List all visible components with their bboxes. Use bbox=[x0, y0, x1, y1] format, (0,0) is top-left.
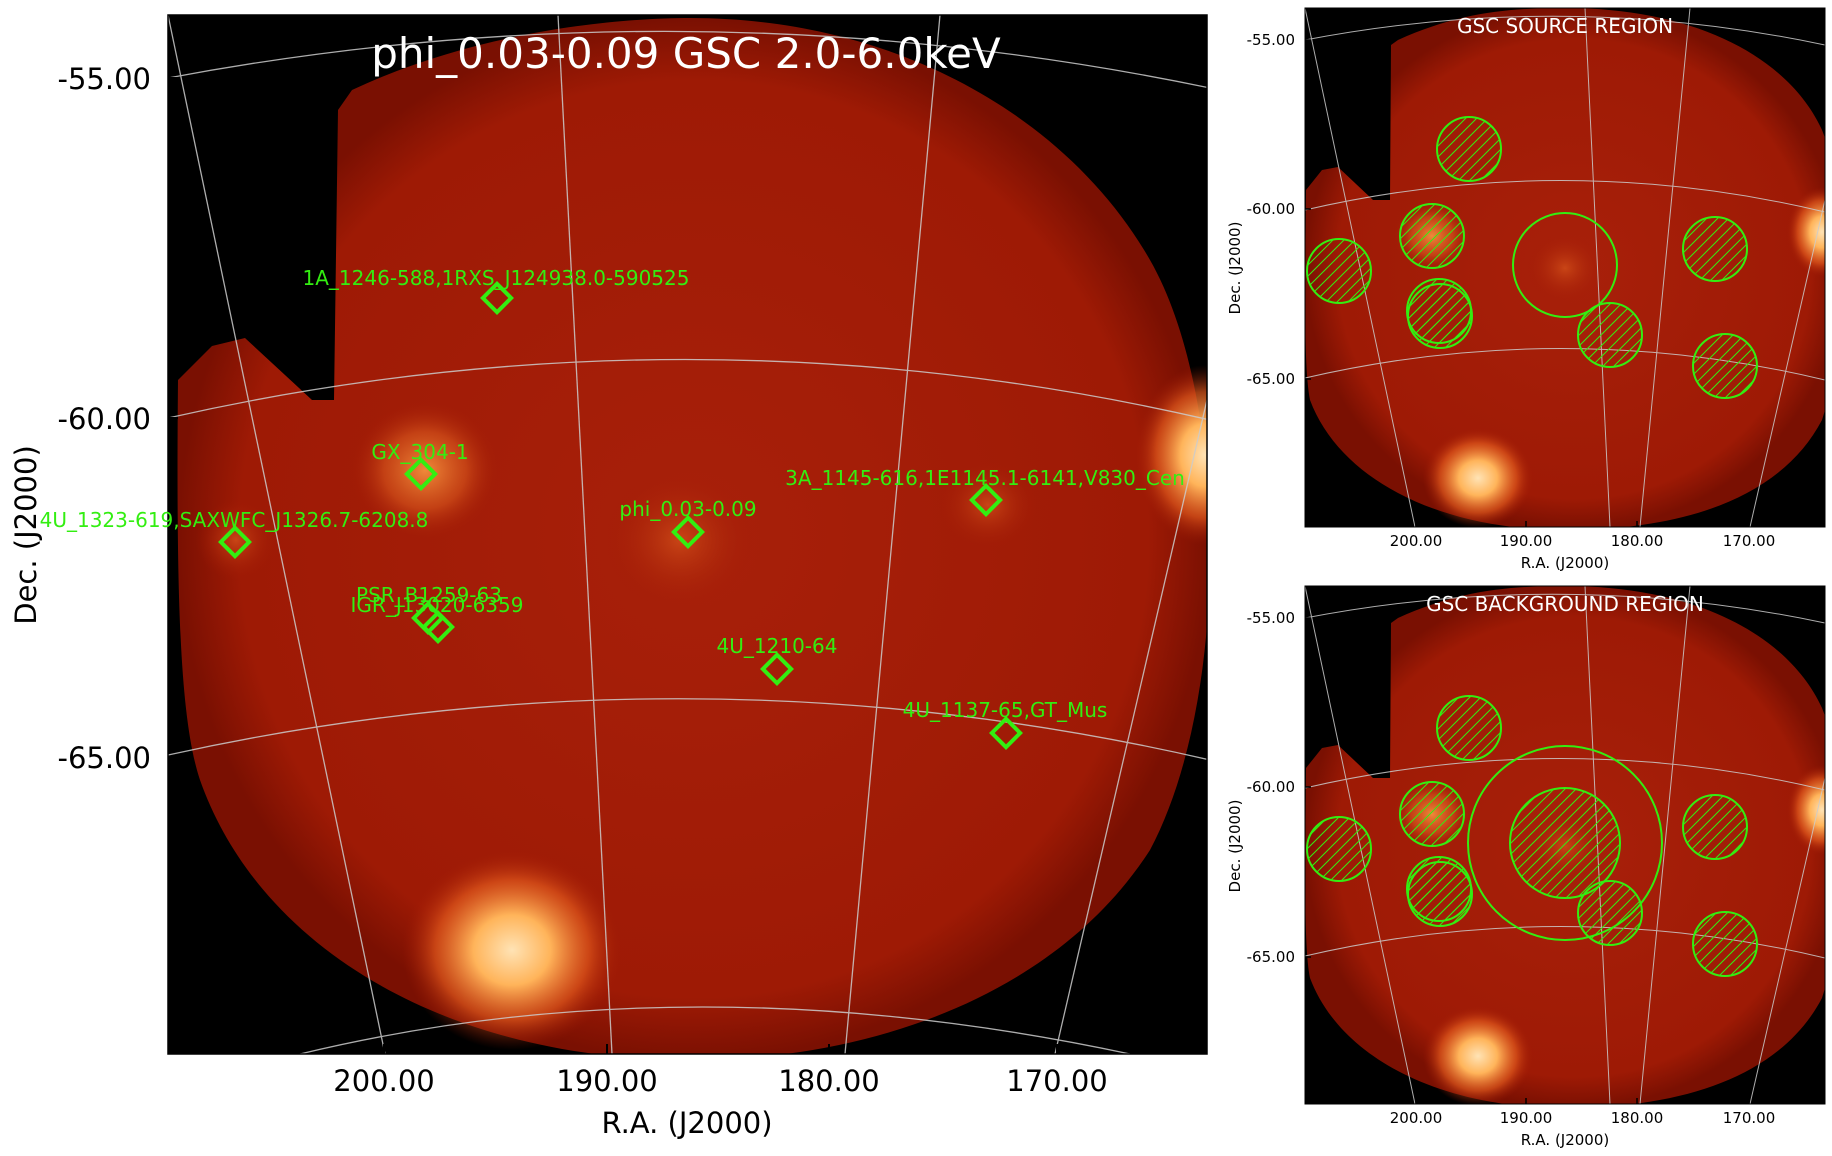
excluded-source-circle bbox=[1436, 116, 1502, 182]
source-marker bbox=[989, 716, 1023, 750]
background-inner-excluded bbox=[1509, 787, 1621, 899]
source-label: 4U_1210-64 bbox=[717, 634, 838, 658]
background-x-tick-labels: 200.00 190.00 180.00 170.00 bbox=[1390, 1109, 1776, 1127]
main-bright-source-right-edge bbox=[1135, 365, 1207, 545]
source-label: 1A_1246-588,1RXS_J124938.0-590525 bbox=[303, 266, 690, 290]
excluded-source-circle bbox=[1306, 238, 1372, 304]
background-x-tick-label: 180.00 bbox=[1611, 1109, 1664, 1127]
source-x-tick-label: 180.00 bbox=[1611, 532, 1664, 550]
background-y-tick-labels: -55.00 -60.00 -65.00 bbox=[1247, 609, 1295, 966]
excluded-source-circle bbox=[1682, 216, 1748, 282]
source-x-tick-label: 190.00 bbox=[1500, 532, 1553, 550]
source-panel-title: GSC SOURCE REGION bbox=[1457, 14, 1673, 38]
excluded-source-circle bbox=[1577, 302, 1643, 368]
source-x-tick-labels: 200.00 190.00 180.00 170.00 bbox=[1390, 532, 1776, 550]
source-label: PSR_B1259-63 bbox=[356, 583, 502, 607]
source-y-tick-label: -55.00 bbox=[1247, 31, 1295, 49]
excluded-source-circle bbox=[1407, 283, 1473, 349]
source-y-axis-label: Dec. (J2000) bbox=[1226, 222, 1244, 315]
source-marker bbox=[480, 281, 514, 315]
background-bright-source-bottom bbox=[1423, 1006, 1533, 1104]
main-glow-3a1145 bbox=[938, 460, 1038, 550]
excluded-source-circle bbox=[1577, 880, 1643, 946]
source-label: IGR_J13020-6359 bbox=[351, 593, 524, 617]
source-label: GX_304-1 bbox=[371, 440, 468, 464]
background-x-tick-label: 190.00 bbox=[1500, 1109, 1553, 1127]
main-x-tick-label: 190.00 bbox=[556, 1064, 657, 1098]
source-marker bbox=[969, 483, 1003, 517]
source-y-tick-label: -65.00 bbox=[1247, 370, 1295, 388]
source-y-tick-labels: -55.00 -60.00 -65.00 bbox=[1247, 31, 1295, 388]
main-coordinate-grid bbox=[168, 15, 1207, 1054]
source-marker bbox=[671, 515, 705, 549]
excluded-source-circle bbox=[1399, 203, 1465, 269]
excluded-source-circle bbox=[1692, 911, 1758, 977]
main-y-axis-label: Dec. (J2000) bbox=[9, 445, 43, 625]
source-region-circles bbox=[1306, 116, 1758, 399]
source-label: 4U_1323-619,SAXWFC_J1326.7-6208.8 bbox=[40, 508, 429, 532]
background-x-tick-label: 170.00 bbox=[1723, 1109, 1776, 1127]
main-x-tick-label: 180.00 bbox=[778, 1064, 879, 1098]
main-heatmap bbox=[177, 18, 1207, 1054]
background-y-tick-label: -55.00 bbox=[1247, 609, 1295, 627]
main-y-tick-label: -65.00 bbox=[58, 741, 152, 775]
main-source-labels: 1A_1246-588,1RXS_J124938.0-590525 GX_304… bbox=[40, 266, 1185, 722]
main-y-tick-label: -60.00 bbox=[58, 402, 152, 436]
main-tick-marks bbox=[168, 77, 1058, 1054]
main-panel: phi_0.03-0.09 GSC 2.0-6.0keV -55.00 -60.… bbox=[9, 14, 1208, 1140]
excluded-source-circle bbox=[1399, 781, 1465, 847]
source-glow-target bbox=[1527, 233, 1603, 303]
background-y-tick-label: -65.00 bbox=[1247, 948, 1295, 966]
main-chart-title: phi_0.03-0.09 GSC 2.0-6.0keV bbox=[371, 29, 1001, 78]
background-y-axis-label: Dec. (J2000) bbox=[1226, 800, 1244, 893]
main-y-tick-labels: -55.00 -60.00 -65.00 bbox=[58, 62, 152, 775]
background-tick-marks bbox=[1305, 617, 1750, 1104]
source-label: 4U_1137-65,GT_Mus bbox=[903, 698, 1108, 722]
source-tick-marks bbox=[1305, 39, 1750, 527]
source-x-axis-label: R.A. (J2000) bbox=[1521, 554, 1610, 572]
background-panel-title: GSC BACKGROUND REGION bbox=[1426, 592, 1704, 616]
source-axes-frame bbox=[1304, 7, 1826, 528]
source-x-tick-label: 200.00 bbox=[1390, 532, 1443, 550]
source-bright-source-bottom bbox=[1423, 428, 1533, 527]
main-glow-4u1323 bbox=[196, 500, 276, 580]
excluded-source-circle bbox=[1407, 861, 1473, 927]
source-region-panel: GSC SOURCE REGION -55.00 -60.00 -65.00 2… bbox=[1226, 7, 1826, 572]
background-region-panel: GSC BACKGROUND REGION -55.00 -60.00 -65.… bbox=[1226, 585, 1826, 1149]
source-marker bbox=[411, 601, 445, 635]
main-x-tick-label: 170.00 bbox=[1006, 1064, 1107, 1098]
source-x-tick-label: 170.00 bbox=[1723, 532, 1776, 550]
source-marker bbox=[760, 652, 794, 686]
excluded-source-circle bbox=[1436, 695, 1502, 761]
background-x-axis-label: R.A. (J2000) bbox=[1521, 1131, 1610, 1149]
source-marker bbox=[404, 457, 438, 491]
background-region-circles bbox=[1306, 695, 1758, 977]
main-source-markers bbox=[218, 281, 1023, 750]
background-y-tick-label: -60.00 bbox=[1247, 778, 1295, 796]
excluded-source-circle bbox=[1682, 794, 1748, 860]
source-marker bbox=[218, 525, 252, 559]
background-axes-frame bbox=[1304, 585, 1826, 1105]
source-label: phi_0.03-0.09 bbox=[619, 497, 756, 521]
main-glow-gx-304 bbox=[350, 400, 500, 540]
excluded-source-circle bbox=[1306, 816, 1372, 882]
background-x-tick-label: 200.00 bbox=[1390, 1109, 1443, 1127]
source-marker bbox=[421, 610, 455, 644]
excluded-source-circle bbox=[1692, 333, 1758, 399]
main-bright-source-bottom bbox=[402, 850, 622, 1050]
source-aperture-circle bbox=[1512, 212, 1618, 318]
source-label: 3A_1145-616,1E1145.1-6141,V830_Cen bbox=[785, 466, 1185, 490]
main-x-axis-label: R.A. (J2000) bbox=[601, 1106, 772, 1140]
source-y-tick-label: -60.00 bbox=[1247, 200, 1295, 218]
background-annulus-outer bbox=[1467, 745, 1663, 941]
main-x-tick-label: 200.00 bbox=[333, 1064, 434, 1098]
main-y-tick-label: -55.00 bbox=[58, 62, 152, 96]
main-axes-frame bbox=[167, 14, 1208, 1055]
main-x-tick-labels: 200.00 190.00 180.00 170.00 bbox=[333, 1064, 1107, 1098]
